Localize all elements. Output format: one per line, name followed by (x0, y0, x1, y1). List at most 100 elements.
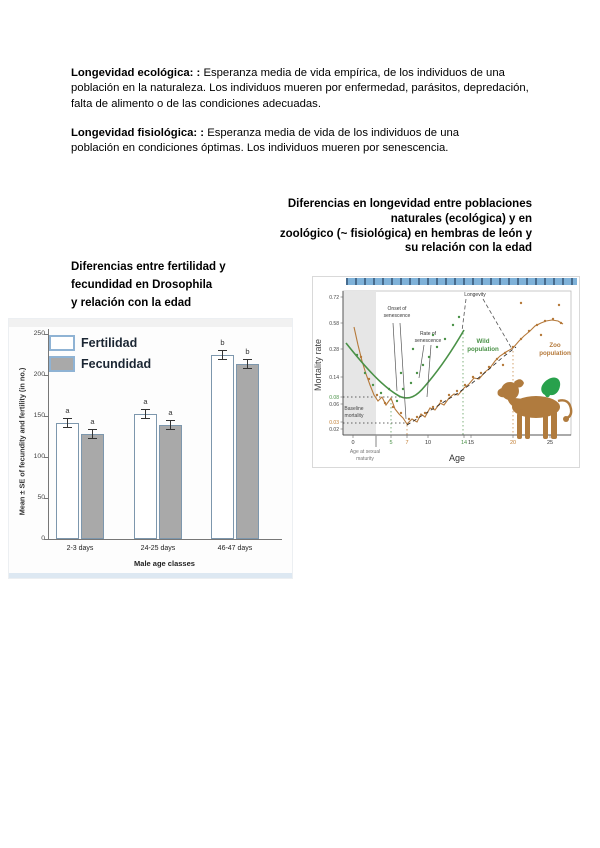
wild-data-point (399, 371, 403, 375)
wild-data-point (355, 353, 359, 357)
longevity-dashed-zoo (482, 298, 513, 350)
figure-bottom-strip (9, 573, 292, 578)
heading-line: Diferencias entre fertilidad y (71, 261, 226, 273)
zoo-population-label-line2: population (539, 350, 571, 357)
error-bar (88, 429, 97, 440)
legend-item-fecundidad: Fecundidad (49, 353, 151, 374)
wild-data-point (371, 383, 375, 387)
legend-label: Fecundidad (81, 356, 152, 371)
zoo-data-point (399, 411, 403, 415)
zoo-data-point (501, 363, 505, 367)
annotation-maturity-line1: Age at sexual (350, 449, 380, 455)
y-tick-mark (44, 375, 48, 376)
wild-data-point (363, 371, 367, 375)
lioness-illustration (497, 379, 573, 439)
drosophila-bar-chart-figure: Mean ± SE of fecundity and fertility (in… (8, 318, 293, 579)
y-tick-label: 0.28 (329, 347, 339, 353)
zoo-data-point (487, 365, 491, 369)
lion-mortality-chart-figure: Onset of senescence Rate of senescence L… (312, 276, 580, 468)
x-tick-label: 2-3 days (66, 545, 94, 552)
longevity-dashed-wild (461, 298, 467, 332)
zoo-data-point (519, 337, 523, 341)
annotation-maturity-line2: maturity (356, 456, 374, 462)
x-tick-label: 10 (425, 440, 431, 446)
y-tick-label: 100 (33, 453, 45, 460)
wild-data-point (411, 347, 415, 351)
y-tick-label: 200 (33, 371, 45, 378)
y-tick-label: 0.08 (329, 395, 339, 401)
heading-line: naturales (ecológica) y en (390, 212, 532, 225)
zoo-data-point (557, 303, 561, 307)
y-tick-mark (44, 457, 48, 458)
zoo-data-point (543, 319, 547, 323)
paragraph-lead: Longevidad fisiológica: : (71, 127, 205, 139)
x-tick-label: 46-47 days (217, 545, 253, 552)
bar-fertilidad-46-47-days (211, 354, 234, 539)
zoo-data-point (527, 329, 531, 333)
y-tick-mark (44, 498, 48, 499)
y-axis-title: Mortality rate (313, 339, 323, 391)
legend: Fertilidad Fecundidad (49, 332, 151, 374)
x-tick-label: 24-25 days (140, 545, 176, 552)
y-tick-label: 0.03 (329, 420, 339, 426)
heading-lion-longevity: Diferencias en longevidad entre poblacio… (246, 197, 532, 256)
zoo-data-point (391, 405, 395, 409)
rate-arrow-wild (418, 344, 425, 379)
heading-line: fecundidad en Drosophila (71, 279, 213, 291)
x-tick-label: 0 (351, 440, 354, 446)
zoo-data-point (375, 393, 379, 397)
bar-fecundidad-46-47-days (236, 364, 259, 539)
green-elephant-logo (541, 377, 561, 398)
wild-data-point (421, 363, 425, 367)
pre-maturity-shaded-region (343, 291, 376, 435)
y-tick-mark (44, 539, 48, 540)
rate-arrow-zoo (426, 344, 432, 398)
significance-letter: a (65, 405, 70, 415)
zoo-data-point (551, 317, 555, 321)
onset-arrow-zoo (399, 322, 407, 420)
zoo-data-point (495, 357, 499, 361)
error-bar (141, 409, 150, 420)
y-tick-label: 0.14 (329, 375, 339, 381)
zoo-data-point (511, 345, 515, 349)
zoo-data-point (479, 371, 483, 375)
heading-line: y relación con la edad (71, 297, 192, 309)
figure-top-strip (9, 319, 292, 327)
wild-data-point (409, 381, 413, 385)
zoo-data-point (367, 377, 371, 381)
highlighted-caption-band (346, 278, 577, 285)
x-axis-title: Age (449, 453, 465, 463)
y-tick-label: 150 (33, 412, 45, 419)
x-tick-label: 5 (389, 440, 392, 446)
wild-data-point (415, 371, 419, 375)
bar-fertilidad-2-3-days (56, 422, 79, 539)
wild-population-label-line1: Wild (476, 338, 489, 345)
annotation-rate-line2: senescence (415, 338, 442, 344)
significance-letter: b (245, 347, 250, 357)
zoo-data-point (503, 351, 507, 355)
zoo-data-point (539, 333, 543, 337)
heading-line: su relación con la edad (404, 242, 532, 255)
y-tick-label: 250 (33, 330, 45, 337)
zoo-data-point (415, 415, 419, 419)
x-tick-label: 25 (547, 440, 553, 446)
annotation-longevity: Longevity (464, 292, 486, 298)
onset-arrow-wild (392, 322, 398, 392)
zoo-data-point (471, 375, 475, 379)
wild-data-point (451, 323, 455, 327)
annotation-onset-line2: senescence (384, 313, 411, 319)
zoo-data-point (407, 417, 411, 421)
heading-line: Diferencias en longevidad entre poblacio… (287, 198, 532, 210)
zoo-data-point (423, 411, 427, 415)
wild-data-point (387, 387, 391, 391)
legend-label: Fertilidad (81, 335, 138, 350)
x-tick-label: 15 (468, 440, 474, 446)
heading-line: zoológico (~ fisiológica) en hembras de … (279, 227, 532, 240)
paragraph-body: Esperanza media de vida empírica, de los… (71, 67, 529, 110)
annotation-baseline-line2: mortality (345, 413, 364, 419)
error-bar (243, 359, 252, 370)
wild-population-curve (345, 329, 465, 399)
wild-data-point (457, 315, 461, 319)
wild-data-point (427, 355, 431, 359)
paragraph-body: Esperanza media de vida de los individuo… (71, 127, 460, 155)
